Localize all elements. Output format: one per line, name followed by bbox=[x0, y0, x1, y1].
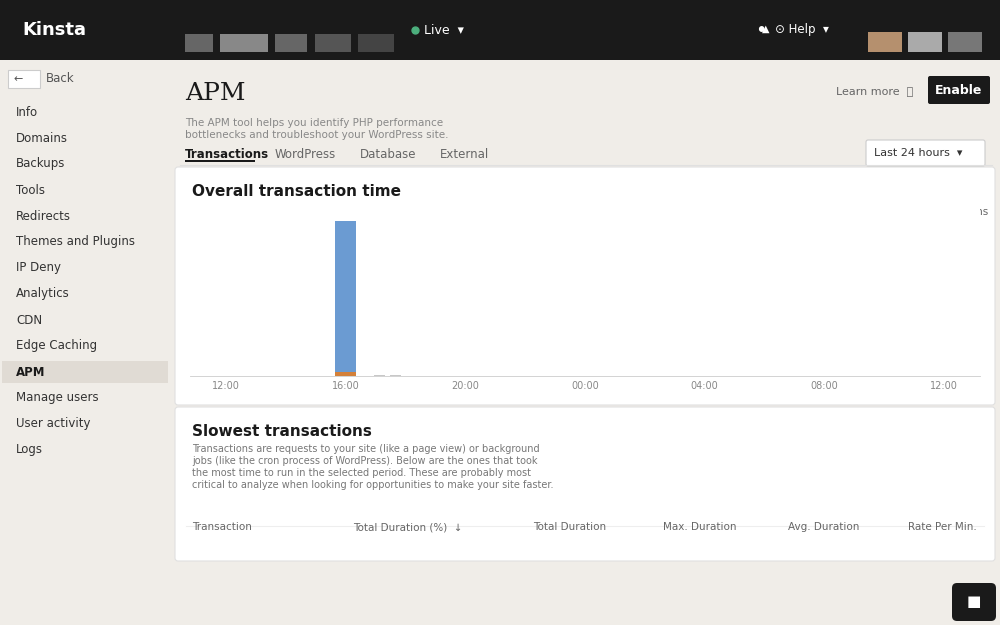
Text: Max. Duration: Max. Duration bbox=[663, 522, 736, 532]
Text: Total Duration (%)  ↓: Total Duration (%) ↓ bbox=[353, 522, 462, 532]
Text: •: • bbox=[755, 21, 766, 39]
Text: ▲: ▲ bbox=[762, 24, 770, 34]
Text: Manage users: Manage users bbox=[16, 391, 99, 404]
Text: MySQL::  25.08 ms: MySQL:: 25.08 ms bbox=[281, 207, 379, 217]
Text: Themes and Plugins: Themes and Plugins bbox=[16, 236, 135, 249]
Text: Live  ▾: Live ▾ bbox=[424, 24, 464, 36]
Text: PHP::  0 ms: PHP:: 0 ms bbox=[205, 207, 264, 217]
Bar bbox=[371, 203, 380, 212]
Bar bbox=[220, 34, 268, 52]
Text: jobs (like the cron process of WordPress). Below are the ones that took: jobs (like the cron process of WordPress… bbox=[192, 456, 538, 466]
FancyBboxPatch shape bbox=[952, 583, 996, 621]
Bar bbox=[948, 32, 982, 52]
Text: Domains: Domains bbox=[16, 131, 68, 144]
Bar bbox=[456, 203, 465, 212]
Bar bbox=[335, 221, 356, 376]
FancyBboxPatch shape bbox=[866, 140, 985, 166]
Text: Transaction: Transaction bbox=[192, 522, 252, 532]
Text: Transactions are requests to your site (like a page view) or background: Transactions are requests to your site (… bbox=[192, 444, 540, 454]
Text: CDN: CDN bbox=[16, 314, 42, 326]
FancyBboxPatch shape bbox=[928, 76, 990, 104]
Bar bbox=[0, 60, 170, 625]
Text: APM: APM bbox=[16, 366, 46, 379]
Text: Edge Caching: Edge Caching bbox=[16, 339, 97, 352]
Bar bbox=[315, 34, 351, 52]
Text: Enable: Enable bbox=[935, 84, 983, 96]
Text: Back: Back bbox=[46, 72, 75, 86]
Bar bbox=[374, 375, 385, 376]
Text: Slowest transactions: Slowest transactions bbox=[192, 424, 372, 439]
Text: Transactions: Transactions bbox=[185, 148, 269, 161]
Text: External: External bbox=[440, 148, 489, 161]
Bar bbox=[335, 372, 356, 376]
Bar bbox=[908, 32, 942, 52]
Text: Logs: Logs bbox=[16, 444, 43, 456]
Text: Redirects: Redirects bbox=[16, 209, 71, 222]
Bar bbox=[868, 32, 902, 52]
Text: bottlenecks and troubleshoot your WordPress site.: bottlenecks and troubleshoot your WordPr… bbox=[185, 130, 448, 140]
Text: Avg. Duration: Avg. Duration bbox=[788, 522, 859, 532]
Text: External:  982.85 ms: External: 982.85 ms bbox=[469, 207, 577, 217]
Text: ⊙ Help  ▾: ⊙ Help ▾ bbox=[775, 24, 829, 36]
Text: Overall transaction time: Overall transaction time bbox=[192, 184, 401, 199]
Text: Average::  234.7 ms: Average:: 234.7 ms bbox=[883, 207, 988, 217]
Text: ←: ← bbox=[14, 74, 23, 84]
Text: Last 24 hours  ▾: Last 24 hours ▾ bbox=[874, 148, 962, 158]
Bar bbox=[390, 375, 401, 376]
Bar bbox=[8, 70, 40, 88]
Text: Analytics: Analytics bbox=[16, 288, 70, 301]
Text: APM: APM bbox=[185, 82, 246, 105]
Text: critical to analyze when looking for opportunities to make your site faster.: critical to analyze when looking for opp… bbox=[192, 480, 554, 490]
Text: Backups: Backups bbox=[16, 158, 65, 171]
Text: Learn more  ⓘ: Learn more ⓘ bbox=[836, 86, 913, 96]
Text: User activity: User activity bbox=[16, 418, 90, 431]
FancyBboxPatch shape bbox=[175, 167, 995, 405]
Bar bbox=[2, 361, 168, 383]
Text: Tools: Tools bbox=[16, 184, 45, 196]
Bar bbox=[185, 34, 213, 52]
Bar bbox=[268, 203, 277, 212]
Text: Kinsta: Kinsta bbox=[22, 21, 86, 39]
Text: The APM tool helps you identify PHP performance: The APM tool helps you identify PHP perf… bbox=[185, 118, 443, 128]
Text: Redis::  0 ms: Redis:: 0 ms bbox=[384, 207, 451, 217]
Bar bbox=[185, 159, 255, 162]
Text: the most time to run in the selected period. These are probably most: the most time to run in the selected per… bbox=[192, 468, 531, 478]
Text: ■: ■ bbox=[967, 594, 981, 609]
Text: IP Deny: IP Deny bbox=[16, 261, 61, 274]
FancyBboxPatch shape bbox=[175, 407, 995, 561]
Bar bbox=[275, 34, 307, 52]
Bar bbox=[358, 34, 394, 52]
Text: Total Duration: Total Duration bbox=[533, 522, 606, 532]
Text: Database: Database bbox=[360, 148, 416, 161]
Text: WordPress: WordPress bbox=[275, 148, 336, 161]
Bar bbox=[0, 0, 1000, 60]
Text: Info: Info bbox=[16, 106, 38, 119]
Text: Rate Per Min.: Rate Per Min. bbox=[908, 522, 977, 532]
Bar bbox=[192, 203, 201, 212]
